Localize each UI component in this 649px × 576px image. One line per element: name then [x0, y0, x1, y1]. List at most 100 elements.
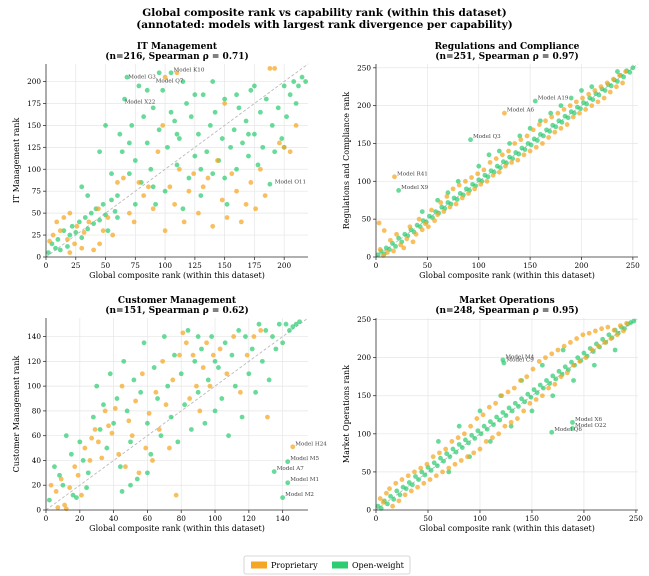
chart-2-point-open-31: [161, 334, 167, 339]
chart-2-point-open-72: [271, 469, 277, 474]
chart-2-point-open-20: [124, 408, 130, 414]
chart-1-point-open-97: [476, 163, 482, 169]
chart-0-ytick-label-7: 175: [27, 99, 41, 108]
chart-0-point-prop-13: [96, 206, 101, 212]
chart-2-point-prop-49: [237, 389, 243, 395]
chart-0-point-open-2: [53, 245, 58, 251]
chart-0-xtick-label-0: 0: [44, 261, 49, 270]
chart-2-annotation-2: Model A7: [277, 466, 305, 472]
chart-2-ytick-label-2: 40: [32, 456, 42, 465]
chart-3-point-prop-27: [461, 431, 467, 437]
chart-0-point-prop-50: [272, 65, 278, 71]
chart-2-point-open-13: [101, 402, 106, 408]
chart-0-point-open-28: [126, 171, 132, 177]
chart-1-point-prop-18: [435, 212, 441, 218]
chart-1-point-open-52: [534, 138, 540, 143]
chart-3-point-prop-58: [558, 374, 564, 380]
chart-2-point-prop-37: [183, 340, 189, 346]
chart-1-point-open-50: [528, 142, 534, 148]
chart-2-point-open-1: [52, 464, 57, 470]
chart-3-xtick-label-3: 150: [525, 514, 539, 523]
legend-label-proprietary: Proprietary: [271, 561, 318, 570]
chart-0-point-open-9: [73, 230, 79, 235]
chart-2-point-open-17: [114, 396, 120, 401]
chart-1-point-open-62: [565, 115, 571, 121]
chart-1-point-prop-31: [475, 171, 481, 177]
chart-1-point-prop-53: [543, 118, 548, 124]
chart-0-point-open-85: [296, 83, 301, 89]
chart-1-point-prop-4: [391, 248, 396, 254]
legend-frame: [243, 555, 411, 575]
chart-3-point-prop-25: [455, 435, 461, 441]
chart-3-point-prop-0: [377, 496, 383, 501]
chart-0-point-prop-43: [238, 219, 244, 225]
chart-1-point-open-102: [579, 88, 584, 93]
chart-0-point-open-39: [160, 87, 166, 93]
chart-1-point-prop-23: [450, 186, 456, 192]
chart-2-point-open-79: [195, 334, 201, 339]
chart-1-point-open-54: [541, 133, 546, 139]
chart-3-point-open-93: [539, 362, 545, 368]
chart-3-point-prop-22: [446, 465, 452, 471]
chart-3-point-open-15: [422, 472, 428, 478]
chart-1-point-open-56: [547, 128, 553, 134]
chart-3-point-open-43: [509, 408, 515, 414]
figure-title-line2: (annotated: models with largest rank div…: [136, 19, 512, 31]
chart-1-annotation-3: Model R41: [397, 171, 428, 177]
chart-2-point-prop-11: [96, 439, 101, 445]
chart-0-point-prop-1: [50, 232, 56, 238]
chart-2-point-open-38: [185, 327, 191, 333]
chart-3-point-open-25: [453, 449, 459, 455]
chart-0-point-open-105: [79, 184, 85, 190]
chart-0-point-open-87: [303, 79, 309, 84]
chart-3-point-prop-66: [583, 355, 589, 361]
chart-0-point-open-8: [69, 223, 75, 229]
chart-3-point-prop-52: [539, 393, 545, 399]
chart-2-point-prop-33: [170, 377, 176, 383]
chart-0-point-open-90: [109, 171, 114, 177]
chart-3-point-prop-7: [399, 477, 405, 482]
chart-2-point-open-49: [222, 340, 228, 346]
chart-3-point-prop-77: [617, 323, 623, 329]
chart-0-ytick-label-2: 50: [32, 209, 42, 218]
chart-0-point-open-47: [184, 101, 189, 106]
chart-2-point-prop-10: [92, 427, 98, 432]
chart-0-point-open-66: [240, 140, 245, 146]
chart-3-point-open-60: [562, 364, 568, 370]
chart-2-point-open-28: [151, 365, 157, 370]
chart-2-point-prop-38: [187, 396, 193, 401]
chart-2-point-prop-9: [87, 458, 93, 463]
chart-0-point-prop-10: [81, 230, 87, 235]
chart-0-point-prop-58: [97, 241, 102, 247]
chart-0-point-prop-2: [54, 219, 60, 225]
chart-3-point-open-90: [477, 408, 483, 414]
chart-1-point-prop-65: [580, 95, 585, 101]
chart-0-point-open-75: [267, 181, 273, 187]
chart-1-point-open-82: [627, 69, 633, 75]
chart-0-point-prop-32: [186, 188, 192, 194]
chart-0-point-open-54: [204, 149, 210, 155]
chart-2-point-open-77: [84, 485, 89, 491]
chart-0-point-prop-25: [155, 149, 161, 155]
chart-2-point-open-45: [209, 334, 215, 339]
chart-0-point-open-23: [115, 193, 120, 198]
chart-0-point-open-109: [252, 83, 257, 89]
chart-1-point-prop-5: [394, 231, 399, 237]
chart-3-point-open-23: [447, 454, 453, 460]
chart-0-point-open-3: [55, 237, 61, 242]
chart-0-point-prop-46: [253, 206, 258, 212]
chart-1-point-prop-38: [496, 169, 502, 175]
chart-0-point-open-42: [168, 70, 174, 76]
chart-0-point-open-62: [228, 144, 233, 150]
chart-1-point-open-64: [571, 110, 577, 116]
chart-2-point-open-53: [236, 327, 242, 333]
chart-1-point-open-93: [568, 95, 574, 101]
chart-3-ytick-label-1: 50: [362, 467, 372, 476]
chart-2-point-open-56: [246, 371, 252, 377]
chart-2-point-open-22: [131, 377, 137, 383]
chart-0-point-open-45: [176, 136, 182, 141]
chart-1-point-prop-29: [469, 175, 474, 180]
chart-1-point-open-46: [516, 151, 522, 157]
chart-3-point-prop-76: [614, 332, 620, 338]
